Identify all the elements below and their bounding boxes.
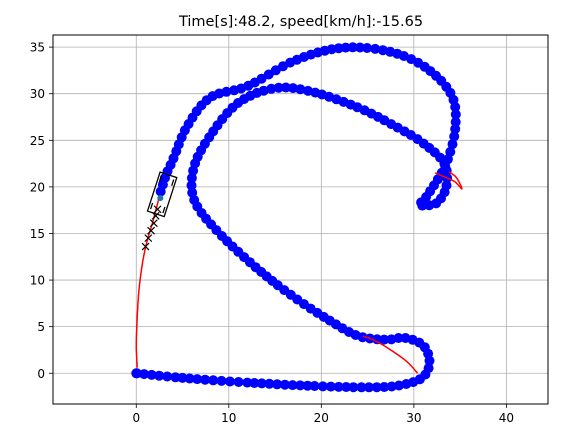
trajectory-point: [258, 85, 269, 96]
x-tick-label: 40: [499, 411, 514, 425]
trajectory-point: [233, 377, 244, 387]
trajectory-point: [242, 377, 253, 388]
course-line: [362, 335, 419, 374]
trajectory-point: [154, 370, 165, 381]
vehicle-wheel: [149, 202, 154, 210]
plot-area: [53, 35, 548, 404]
trajectory-point: [445, 146, 456, 157]
trajectory-point: [386, 334, 397, 345]
trajectory-point: [162, 371, 173, 382]
target-marker: [149, 219, 158, 228]
trajectory-point: [325, 381, 336, 392]
trajectory-point: [139, 369, 150, 380]
vehicle-wheel: [171, 179, 175, 186]
trajectory-point: [287, 380, 298, 391]
trajectory-point: [256, 378, 267, 389]
trajectory-point: [450, 109, 461, 120]
y-tick-label: 15: [30, 227, 45, 241]
trajectory-point: [370, 43, 381, 54]
trajectory-point: [229, 85, 240, 96]
trajectory-point: [264, 378, 275, 389]
trajectory-point: [423, 363, 434, 374]
y-tick-label: 25: [30, 134, 45, 148]
y-tick-label: 0: [37, 367, 45, 381]
trajectory-point: [317, 381, 328, 392]
vehicle-layer: [146, 171, 178, 218]
y-tick-label: 10: [30, 274, 45, 288]
trajectory-point: [400, 333, 411, 343]
y-tick-label: 35: [30, 41, 45, 55]
trajectory-point: [295, 84, 306, 95]
target-marker: [141, 242, 150, 251]
trajectory-point: [371, 382, 382, 393]
trajectory-point: [447, 139, 458, 150]
trajectory-point: [364, 382, 374, 393]
trajectory-point: [341, 382, 352, 392]
y-tick-label: 30: [30, 87, 45, 101]
trajectory-point: [187, 187, 198, 198]
y-tick-label: 5: [37, 320, 45, 334]
course-line: [434, 171, 463, 190]
trajectory-point: [362, 43, 373, 53]
trajectory-point: [279, 379, 290, 390]
trajectory-point: [273, 82, 284, 93]
trajectory-point: [155, 186, 166, 197]
trajectory-point: [333, 381, 344, 392]
y-tick-label: 20: [30, 180, 45, 194]
vehicle-body: [146, 171, 178, 218]
plot-frame: [52, 34, 549, 405]
trajectory-point: [347, 42, 358, 53]
x-tick-label: 10: [221, 411, 236, 425]
trajectory-point: [266, 83, 277, 94]
trajectory-point: [379, 334, 390, 345]
trajectory-point: [208, 375, 219, 386]
trajectory-point: [348, 382, 359, 393]
chart-title: Time[s]:48.2, speed[km/h]:-15.65: [178, 14, 423, 30]
trajectory-point: [184, 373, 195, 384]
target-marker: [144, 234, 153, 243]
trajectory-point: [450, 117, 461, 127]
trajectory-point: [186, 180, 197, 191]
trajectory-point: [449, 131, 460, 142]
axis-ticks: 0 10 20 30 40 0 5 10 15 20 25 30 35: [30, 41, 514, 425]
trajectory-point: [355, 42, 365, 53]
trajectory-point: [309, 381, 320, 391]
vehicle-wheel: [158, 175, 163, 182]
trajectory-point: [177, 372, 188, 383]
trajectory-point: [272, 379, 283, 390]
target-marker: [153, 205, 162, 214]
vehicle-heading-marker: [157, 195, 164, 202]
trajectory-point: [216, 375, 227, 386]
target-marker: [147, 226, 155, 235]
trajectory-point: [386, 381, 397, 392]
x-tick-label: 20: [314, 411, 329, 425]
trajectory-point: [377, 45, 388, 56]
trajectory-point: [295, 380, 306, 391]
series-layer: [131, 42, 463, 393]
trajectory-point: [302, 380, 313, 391]
trajectory-point: [200, 374, 211, 385]
trajectory-point: [249, 378, 260, 388]
trajectory-point: [146, 369, 157, 380]
trajectory-point: [379, 382, 390, 392]
x-tick-label: 30: [406, 411, 421, 425]
x-tick-label: 0: [132, 411, 140, 425]
vehicle-wheel: [162, 206, 166, 214]
trajectory-point: [192, 374, 203, 385]
trajectory-point: [225, 376, 235, 387]
trajectory-point: [356, 382, 367, 393]
